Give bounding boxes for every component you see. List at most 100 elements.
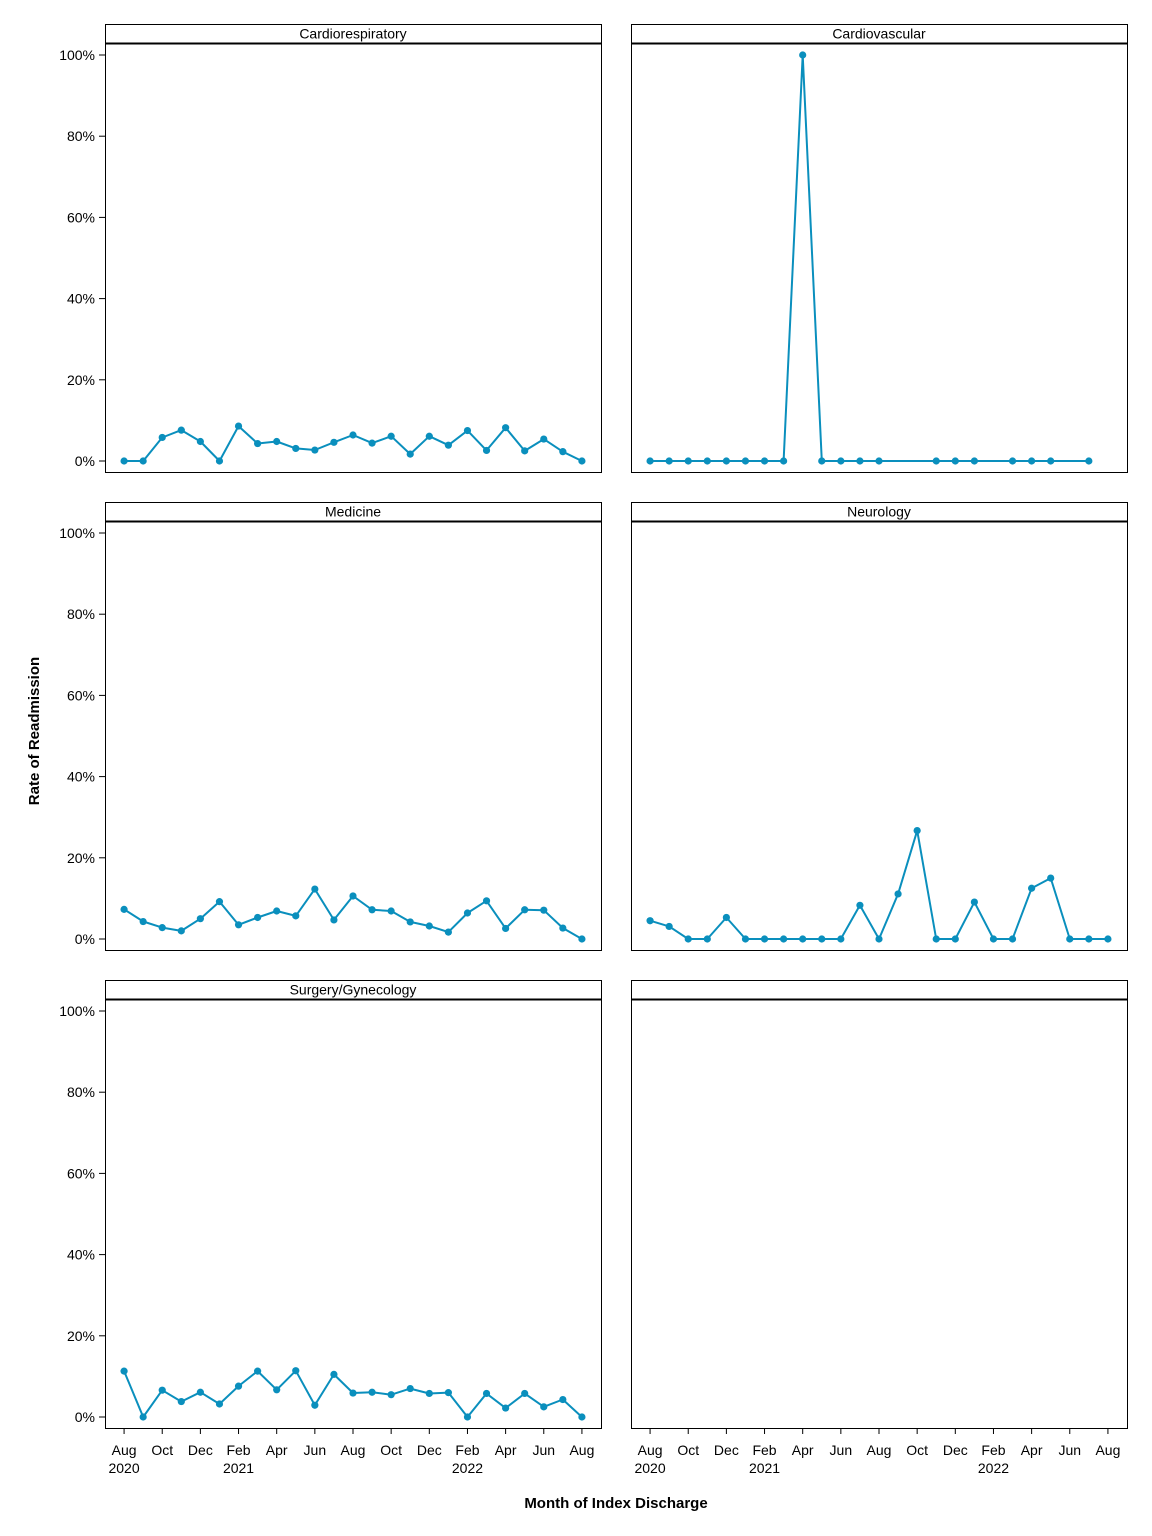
data-point — [463, 1413, 472, 1421]
data-point — [425, 432, 433, 440]
data-point — [368, 906, 376, 914]
data-point — [646, 457, 654, 465]
data-point — [254, 439, 262, 448]
panel-cardiovascular: Cardiovascular — [631, 24, 1128, 473]
panel-empty: Aug 2020 Oct Dec Feb 2021 Apr Jun Aug Oct Dec Feb 20… — [631, 980, 1128, 1476]
data-point — [292, 444, 300, 453]
data-point — [856, 901, 864, 909]
x-tick-label: Jun — [1058, 1442, 1081, 1458]
data-point — [837, 935, 845, 943]
data-point — [387, 432, 395, 440]
data-point — [559, 1395, 567, 1404]
x-tick-year-label: 2022 — [978, 1460, 1009, 1476]
data-point — [425, 1389, 433, 1398]
panel-title: Cardiovascular — [832, 26, 926, 42]
data-point — [406, 918, 414, 926]
data-point — [722, 457, 730, 465]
data-point — [349, 1389, 357, 1397]
panel-frame — [105, 24, 602, 473]
data-point — [646, 917, 654, 925]
data-point — [818, 457, 826, 465]
y-tick-label: 0% — [75, 453, 95, 469]
x-tick-label: Apr — [495, 1442, 517, 1458]
panel-frame — [631, 502, 1128, 951]
data-point — [463, 909, 472, 917]
data-point — [502, 924, 510, 933]
x-tick-year-label: 2020 — [634, 1460, 665, 1476]
data-point — [215, 1400, 224, 1408]
data-point — [856, 457, 864, 465]
data-point — [1104, 935, 1112, 943]
data-point — [330, 1370, 338, 1378]
data-point — [837, 457, 845, 465]
panel-surgery-gynecology: Surgery/Gynecology 0% 20% 40% 60% 80% 100% Aug 2… — [59, 980, 602, 1476]
x-tick-label: Dec — [417, 1442, 442, 1458]
data-point — [799, 935, 807, 943]
data-point — [578, 457, 586, 465]
x-tick-label: Aug — [341, 1442, 366, 1458]
data-point — [665, 922, 673, 931]
data-point — [311, 446, 319, 454]
data-point — [158, 924, 166, 932]
data-point — [741, 935, 750, 943]
data-point — [311, 1401, 319, 1409]
data-point — [177, 1397, 185, 1406]
x-tick-label: Apr — [1021, 1442, 1043, 1458]
data-point — [780, 457, 788, 465]
x-tick-label: Aug — [638, 1442, 663, 1458]
y-tick-label: 100% — [59, 1003, 95, 1019]
data-point — [540, 435, 548, 443]
data-point — [760, 457, 769, 465]
panel-title: Cardiorespiratory — [299, 26, 406, 42]
data-point — [139, 917, 147, 926]
panel-frame — [631, 24, 1128, 473]
data-point — [578, 1413, 586, 1421]
y-tick-label: 0% — [75, 931, 95, 947]
x-tick-label: Apr — [792, 1442, 814, 1458]
data-point — [349, 431, 357, 439]
data-point — [1008, 457, 1017, 465]
data-point — [177, 426, 185, 434]
x-tick-label: Feb — [752, 1442, 776, 1458]
data-point — [1047, 874, 1055, 882]
data-point — [521, 447, 529, 455]
data-point — [273, 907, 281, 915]
x-tick-label: Apr — [266, 1442, 288, 1458]
panel-title: Medicine — [325, 504, 381, 520]
data-point — [521, 906, 529, 914]
x-tick-year-label: 2021 — [223, 1460, 254, 1476]
data-point — [875, 457, 883, 465]
data-point — [444, 928, 452, 936]
data-point — [234, 921, 243, 929]
data-point — [120, 905, 128, 913]
data-point — [1028, 457, 1036, 465]
x-tick-label: Oct — [906, 1442, 928, 1458]
x-tick-label: Jun — [532, 1442, 555, 1458]
data-point — [932, 457, 940, 465]
data-point — [482, 897, 491, 905]
panel-title: Surgery/Gynecology — [290, 982, 417, 998]
data-point — [894, 890, 902, 898]
y-tick-label: 20% — [67, 850, 95, 866]
data-point — [330, 438, 338, 446]
data-point — [215, 457, 224, 465]
y-tick-label: 20% — [67, 1328, 95, 1344]
x-tick-label: Jun — [304, 1442, 327, 1458]
data-point — [215, 898, 224, 906]
x-tick-label: Aug — [867, 1442, 892, 1458]
data-point — [559, 924, 567, 932]
data-point — [368, 439, 376, 447]
data-point — [578, 935, 586, 943]
data-point — [292, 1367, 300, 1375]
data-point — [741, 457, 750, 465]
data-point — [875, 935, 883, 943]
data-point — [387, 907, 395, 915]
data-point — [760, 935, 769, 943]
data-point — [368, 1388, 376, 1396]
data-point — [1085, 457, 1093, 465]
data-point — [1028, 884, 1036, 892]
data-point — [330, 916, 338, 924]
data-point — [349, 892, 357, 900]
data-point — [311, 885, 319, 893]
